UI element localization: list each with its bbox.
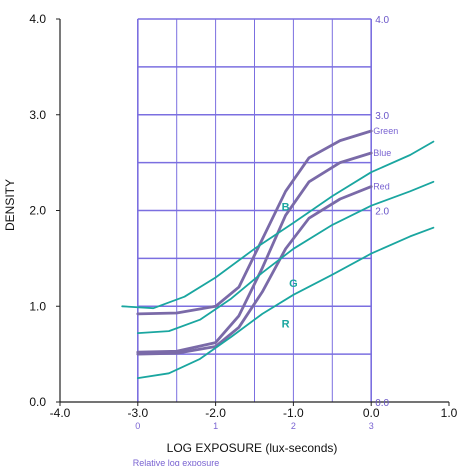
- y-tick-label-4: 4.0: [29, 12, 46, 26]
- curve-label-b: B: [282, 202, 290, 214]
- series-line-green: [136, 129, 373, 316]
- overlay-label-green: Green: [373, 126, 398, 136]
- right-axis-label-3: 0.0: [375, 398, 389, 409]
- bottom-axis-label-0: 0: [135, 421, 140, 431]
- y-tick-label-0: 0.0: [29, 395, 46, 409]
- series-line-blue: [136, 151, 373, 354]
- overlay-label-blue: Blue: [373, 148, 391, 158]
- x-tick-label-5: 1.0: [441, 406, 458, 420]
- labels: 4.0 3.0 2.0 0.0 0 1 2 3 Green Blue Red B G R: [135, 15, 398, 431]
- right-axis-label-2: 2.0: [375, 207, 389, 218]
- curve-label-r: R: [282, 318, 290, 330]
- series: [121, 129, 435, 379]
- x-tick-label-2: -2.0: [205, 406, 226, 420]
- y-tick-label-1: 1.0: [29, 299, 46, 313]
- x-tick-label-4: 0.0: [363, 406, 380, 420]
- bottom-axis-label-2: 2: [291, 421, 296, 431]
- y-tick-label-3: 3.0: [29, 108, 46, 122]
- series-line-b: [121, 140, 435, 310]
- grid: [137, 18, 373, 402]
- series-line-g: [136, 180, 435, 334]
- series-line-r: [136, 226, 435, 379]
- x-tick-label-1: -3.0: [127, 406, 148, 420]
- bottom-axis-label-3: 3: [369, 421, 374, 431]
- right-axis-label-0: 4.0: [375, 15, 389, 26]
- x-axis-label: LOG EXPOSURE (lux-seconds): [167, 441, 338, 455]
- bottom-axis-label-1: 1: [213, 421, 218, 431]
- series-line-red: [136, 185, 373, 356]
- x-tick-label-0: -4.0: [50, 406, 71, 420]
- right-axis-label-1: 3.0: [375, 111, 389, 122]
- curve-label-g: G: [289, 278, 298, 290]
- axes: -4.0 -3.0 -2.0 -1.0 0.0 1.0 0.0 1.0 2.0 3.0 4.0: [29, 12, 457, 420]
- bottom-caption: Relative log exposure: [133, 458, 220, 466]
- x-tick-label-3: -1.0: [283, 406, 304, 420]
- overlay-label-red: Red: [373, 182, 390, 192]
- y-tick-label-2: 2.0: [29, 204, 46, 218]
- y-axis-label: DENSITY: [3, 179, 17, 231]
